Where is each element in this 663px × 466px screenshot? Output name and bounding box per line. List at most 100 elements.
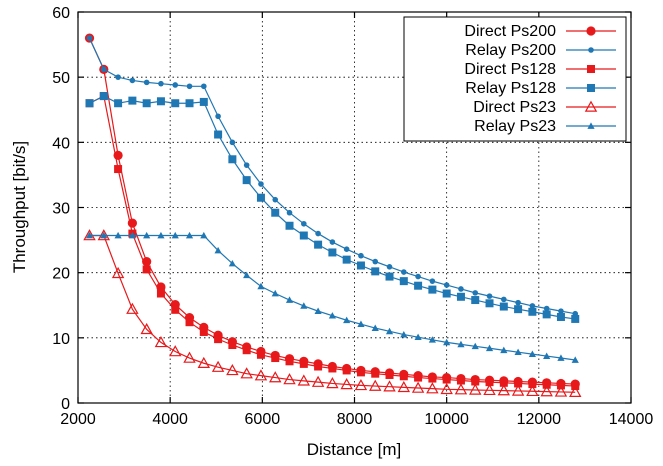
- x-tick-label: 6000: [245, 411, 281, 428]
- data-point-direct-ps128: [228, 341, 237, 350]
- data-point-direct-ps128: [214, 335, 223, 344]
- data-point-direct-ps128: [142, 265, 151, 274]
- data-point-direct-ps23: [297, 374, 311, 386]
- data-point-direct-ps128: [242, 346, 251, 355]
- data-point-relay-ps200: [86, 35, 93, 41]
- data-point-direct-ps23: [311, 375, 325, 387]
- series-group: [83, 33, 582, 398]
- data-point-relay-ps128: [99, 92, 108, 101]
- data-point-relay-ps23: [114, 231, 122, 239]
- x-tick-label: 4000: [152, 411, 188, 428]
- legend: Direct Ps200 Relay Ps200 Direct Ps128 Relay…: [403, 16, 627, 142]
- data-point-relay-ps128: [485, 299, 494, 308]
- series-line-direct-ps23: [89, 234, 576, 393]
- x-tick-label: 8000: [337, 411, 373, 428]
- data-point-relay-ps128: [185, 99, 194, 108]
- data-point-relay-ps200: [458, 286, 464, 292]
- data-point-relay-ps128: [114, 99, 123, 108]
- data-point-direct-ps23: [369, 379, 382, 391]
- data-point-relay-ps23: [357, 320, 365, 328]
- data-point-direct-ps128: [499, 378, 508, 387]
- data-point-relay-ps23: [300, 302, 308, 309]
- data-point-direct-ps23: [526, 384, 539, 397]
- data-point-relay-ps23: [414, 333, 422, 341]
- data-point-direct-ps128: [199, 327, 208, 336]
- data-point-direct-ps128: [399, 372, 408, 381]
- data-point-relay-ps23: [514, 348, 522, 356]
- data-point-direct-ps128: [456, 376, 465, 385]
- data-point-relay-ps200: [401, 269, 407, 275]
- data-point-relay-ps200: [129, 77, 136, 84]
- data-point-relay-ps128: [256, 193, 265, 202]
- data-point-relay-ps200: [315, 230, 321, 237]
- data-point-relay-ps23: [128, 231, 136, 239]
- data-point-relay-ps128: [456, 292, 465, 301]
- data-point-relay-ps23: [314, 307, 322, 314]
- data-point-direct-ps128: [271, 354, 280, 363]
- legend-marker-relay-ps200: [588, 47, 594, 53]
- data-point-relay-ps200: [258, 181, 264, 187]
- data-point-relay-ps200: [172, 82, 179, 88]
- data-point-relay-ps128: [199, 97, 208, 106]
- data-point-relay-ps128: [342, 255, 351, 264]
- data-point-relay-ps23: [543, 352, 551, 359]
- data-point-relay-ps128: [542, 310, 551, 319]
- data-point-relay-ps200: [429, 278, 436, 284]
- legend-label-direct-ps128: Direct Ps128: [464, 61, 556, 78]
- data-point-direct-ps23: [511, 384, 525, 396]
- data-point-relay-ps128: [128, 96, 137, 105]
- x-tick-label: 10000: [424, 411, 469, 428]
- data-point-direct-ps23: [269, 371, 282, 383]
- data-point-direct-ps23: [240, 367, 253, 379]
- data-point-relay-ps200: [186, 83, 193, 90]
- data-point-direct-ps128: [442, 375, 451, 384]
- data-point-relay-ps128: [285, 221, 294, 230]
- data-point-relay-ps128: [85, 99, 94, 108]
- data-point-relay-ps23: [285, 296, 294, 303]
- legend-label-direct-ps23: Direct Ps23: [473, 99, 556, 116]
- data-point-direct-ps23: [426, 382, 439, 394]
- data-point-relay-ps23: [557, 354, 565, 361]
- data-point-direct-ps23: [283, 373, 296, 385]
- data-point-direct-ps23: [254, 369, 268, 381]
- data-point-relay-ps128: [528, 307, 537, 316]
- data-point-direct-ps128: [285, 357, 294, 366]
- data-point-relay-ps200: [301, 220, 307, 227]
- legend-label-relay-ps23: Relay Ps23: [474, 118, 556, 135]
- y-tick-label: 40: [52, 135, 70, 152]
- data-point-direct-ps128: [428, 374, 437, 383]
- data-point-direct-ps23: [211, 360, 225, 372]
- y-tick-label: 50: [52, 70, 70, 87]
- legend-marker-direct-ps128: [587, 65, 595, 73]
- data-point-relay-ps128: [371, 267, 380, 276]
- legend-label-relay-ps200: Relay Ps200: [465, 42, 556, 59]
- legend-marker-direct-ps200: [586, 26, 596, 36]
- data-point-relay-ps128: [314, 240, 323, 249]
- axis-ticks: 2000 4000 6000 8000 10000 12000 14000 0 10 20 30 40…: [52, 5, 653, 428]
- data-point-relay-ps200: [558, 308, 564, 314]
- data-point-relay-ps23: [143, 231, 151, 239]
- x-axis-title: Distance [m]: [307, 440, 401, 459]
- data-point-direct-ps23: [483, 383, 496, 396]
- data-point-direct-ps128: [514, 379, 523, 388]
- data-point-relay-ps23: [428, 336, 436, 343]
- data-point-relay-ps200: [443, 282, 450, 288]
- data-point-direct-ps23: [554, 385, 568, 397]
- data-point-relay-ps200: [515, 299, 521, 306]
- data-point-relay-ps128: [142, 99, 151, 108]
- data-point-direct-ps23: [497, 384, 511, 396]
- data-point-relay-ps200: [272, 196, 279, 203]
- data-point-relay-ps23: [271, 289, 279, 297]
- y-tick-label: 30: [52, 201, 70, 218]
- data-point-relay-ps128: [328, 248, 337, 257]
- data-point-relay-ps23: [214, 246, 222, 254]
- data-point-direct-ps128: [542, 380, 551, 389]
- data-point-relay-ps200: [215, 113, 221, 120]
- data-point-relay-ps23: [200, 231, 208, 239]
- data-point-relay-ps128: [214, 130, 223, 139]
- data-point-direct-ps128: [485, 378, 494, 387]
- y-tick-label: 0: [61, 396, 70, 413]
- data-point-direct-ps23: [411, 381, 425, 393]
- data-point-relay-ps200: [415, 273, 421, 280]
